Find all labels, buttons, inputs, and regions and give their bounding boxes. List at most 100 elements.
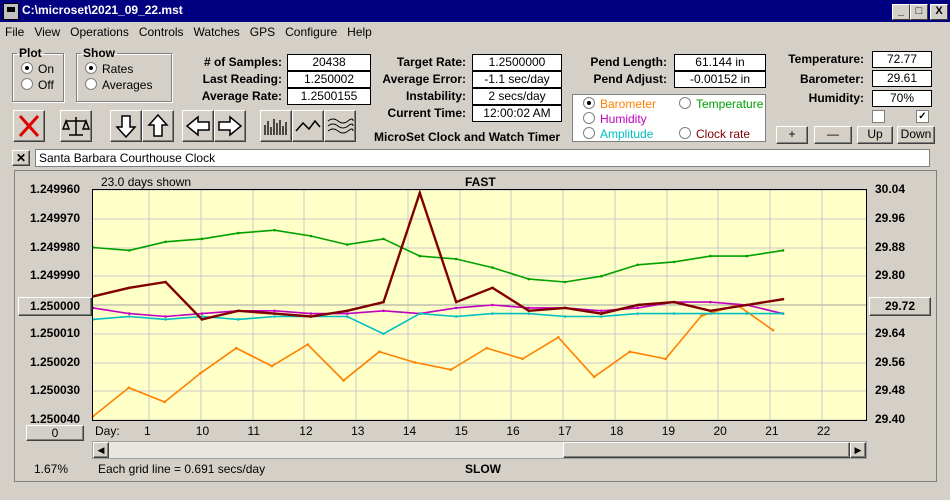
y-right-tick-label: 29.64 — [875, 325, 906, 340]
data-point — [237, 309, 240, 313]
data-point — [345, 243, 349, 246]
menu-watches[interactable]: Watches — [193, 25, 240, 39]
right-arrow-icon — [218, 115, 243, 137]
data-point — [345, 312, 349, 315]
show-rates-radio[interactable]: Rates — [85, 62, 171, 76]
balance-button[interactable] — [60, 110, 92, 142]
down-arrow-button[interactable] — [110, 110, 142, 142]
data-point — [781, 249, 785, 252]
x-tick-label: 17 — [558, 424, 572, 438]
barometer-label: Barometer: — [799, 72, 864, 86]
plot-group-legend: Plot — [19, 46, 42, 60]
menu-view[interactable]: View — [34, 25, 61, 39]
data-point — [491, 266, 494, 269]
data-point — [128, 312, 131, 315]
horizontal-scrollbar[interactable]: ◀ ▶ — [92, 441, 867, 459]
scale-plus-button[interactable]: + — [776, 126, 808, 144]
data-point — [342, 379, 345, 382]
x-tick-label: 20 — [713, 424, 727, 438]
data-point — [491, 312, 494, 315]
data-point — [382, 300, 385, 304]
barometer-value: 29.61 — [872, 70, 932, 87]
unchecked-checkbox[interactable] — [872, 110, 885, 123]
current-time-label: Current Time: — [387, 106, 466, 120]
menu-gps[interactable]: GPS — [249, 25, 276, 39]
menu-file[interactable]: File — [5, 25, 25, 39]
plot-off-radio[interactable]: Off — [21, 78, 63, 92]
y-left-tick-label: 1.249980 — [30, 239, 81, 254]
bars-view-button[interactable] — [260, 110, 292, 142]
stop-button[interactable] — [13, 110, 45, 142]
series-temperature-radio[interactable]: Temperature — [679, 97, 763, 111]
menu-controls[interactable]: Controls — [138, 25, 184, 39]
red-x-icon — [18, 114, 40, 138]
y-right-tick-label: 29.80 — [875, 268, 906, 283]
data-point — [745, 312, 748, 315]
left-reference-button[interactable]: 1.250000 — [18, 297, 92, 316]
up-arrow-button[interactable] — [142, 110, 174, 142]
grid-note: Each grid line = 0.691 secs/day — [98, 462, 266, 476]
maximize-button[interactable]: □ — [910, 4, 928, 20]
x-tick-label: 13 — [351, 424, 365, 438]
data-point — [273, 312, 276, 315]
data-point — [200, 237, 204, 241]
plot-on-radio[interactable]: On — [21, 62, 63, 76]
y-left-tick-label: 1.249970 — [30, 210, 81, 225]
radio-empty-icon — [85, 78, 97, 90]
data-point — [672, 260, 676, 264]
scroll-left-arrow-icon[interactable]: ◀ — [93, 442, 109, 458]
scale-minus-button[interactable]: — — [814, 126, 852, 144]
menu-operations[interactable]: Operations — [70, 25, 129, 39]
series-barometer-radio[interactable]: Barometer — [583, 97, 656, 111]
checked-checkbox[interactable]: ✓ — [916, 110, 929, 123]
x-tick-label: 16 — [506, 424, 520, 438]
line-view-button[interactable] — [292, 110, 324, 142]
data-point — [672, 312, 676, 315]
target-rate-label: Target Rate: — [396, 55, 466, 69]
data-point — [418, 312, 422, 315]
x-tick-label: 15 — [454, 424, 468, 438]
series-line-barometer — [92, 304, 774, 418]
close-button[interactable]: X — [930, 4, 948, 20]
radio-empty-icon — [21, 78, 33, 90]
percent-label: 1.67% — [34, 462, 69, 476]
clear-watch-button[interactable]: ✕ — [12, 150, 30, 166]
right-arrow-button[interactable] — [214, 110, 246, 142]
menu-configure[interactable]: Configure — [285, 25, 338, 39]
show-averages-radio[interactable]: Averages — [85, 78, 171, 92]
data-point — [600, 312, 603, 315]
wave-view-button[interactable] — [324, 110, 356, 142]
minimize-button[interactable]: _ — [892, 4, 910, 20]
data-point — [164, 315, 167, 318]
series-amplitude-radio[interactable]: Amplitude — [583, 127, 653, 141]
x-tick-label: 14 — [402, 424, 417, 438]
x-tick-label: 19 — [661, 424, 676, 438]
data-point — [557, 336, 560, 339]
scroll-right-arrow-icon[interactable]: ▶ — [850, 442, 866, 458]
data-point — [527, 277, 531, 281]
data-point — [164, 240, 167, 244]
data-point — [636, 303, 639, 307]
watch-name-field[interactable]: Santa Barbara Courthouse Clock — [35, 149, 930, 167]
right-reference-button[interactable]: 29.72 — [869, 297, 931, 316]
samples-label: # of Samples: — [203, 55, 282, 69]
data-point — [273, 309, 276, 313]
y-left-tick-label: 1.249960 — [30, 182, 81, 196]
y-right-tick-label: 29.48 — [875, 383, 906, 398]
series-clockrate-radio[interactable]: Clock rate — [679, 127, 750, 141]
bottom-reference-button[interactable]: 0 — [26, 425, 84, 441]
scrollbar-thumb[interactable] — [563, 442, 850, 458]
scale-down-button[interactable]: Down — [897, 126, 935, 144]
x-tick-label: 10 — [195, 424, 210, 438]
data-point — [521, 357, 524, 361]
scale-up-button[interactable]: Up — [857, 126, 893, 144]
data-point — [781, 297, 785, 301]
series-humidity-radio[interactable]: Humidity — [583, 112, 647, 126]
data-point — [636, 306, 639, 310]
data-point — [672, 300, 676, 304]
wave-lines-icon — [327, 118, 354, 134]
left-arrow-button[interactable] — [182, 110, 214, 142]
menu-help[interactable]: Help — [347, 25, 372, 39]
radio-empty-icon — [679, 127, 691, 139]
data-point — [709, 300, 712, 304]
